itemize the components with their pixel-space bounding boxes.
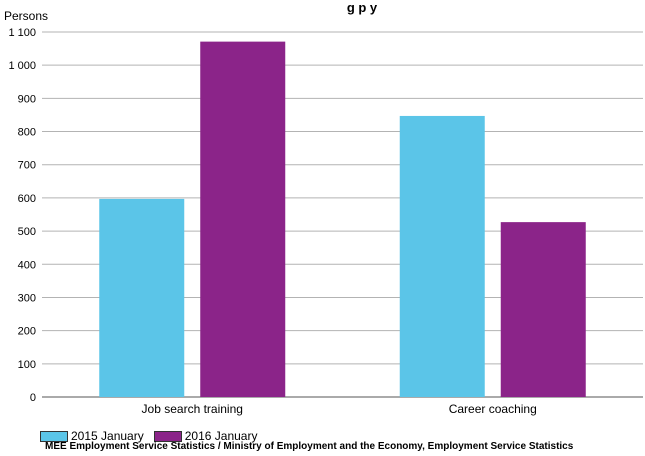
bar-job-search-training-0 — [99, 198, 185, 397]
y-axis-unit-label: Persons — [4, 9, 48, 23]
source-note: MEE Employment Service Statistics / Mini… — [45, 441, 574, 452]
x-category-label: Job search training — [142, 402, 243, 416]
legend-item-2016: 2016 January — [153, 429, 258, 443]
y-tick-label: 300 — [18, 292, 36, 304]
y-tick-label: 900 — [18, 93, 36, 105]
y-tick-label: 0 — [30, 392, 36, 404]
y-tick-label: 400 — [18, 259, 36, 271]
y-tick-label: 800 — [18, 127, 36, 139]
y-tick-label: 600 — [18, 193, 36, 205]
chart-title-fragment: g p y — [347, 0, 378, 15]
legend: 2015 January 2016 January — [40, 429, 257, 443]
legend-item-2015: 2015 January — [40, 429, 144, 443]
x-category-label: Career coaching — [449, 402, 537, 416]
bar-chart: g p y Persons 0 100 200 300 400 500 600 700 800 9… — [4, 0, 643, 416]
bar-job-search-training-1 — [200, 41, 286, 397]
bars — [99, 41, 586, 397]
x-axis-categories: Job search training Career coaching — [142, 402, 537, 416]
y-tick-label: 200 — [18, 326, 36, 338]
y-tick-label: 700 — [18, 160, 36, 172]
legend-label-2015: 2015 January — [71, 429, 144, 443]
legend-label-2016: 2016 January — [184, 429, 258, 443]
legend-swatch-2016 — [153, 430, 182, 442]
legend-swatch-2015 — [40, 430, 68, 442]
y-tick-label: 1 000 — [8, 60, 36, 72]
y-tick-label: 100 — [18, 359, 36, 371]
bar-career-coaching-0 — [399, 115, 485, 397]
y-axis-ticks: 0 100 200 300 400 500 600 700 800 900 1 000 1 100 — [8, 27, 36, 404]
y-tick-label: 500 — [18, 226, 36, 238]
bar-career-coaching-1 — [500, 222, 586, 397]
y-tick-label: 1 100 — [8, 27, 36, 39]
